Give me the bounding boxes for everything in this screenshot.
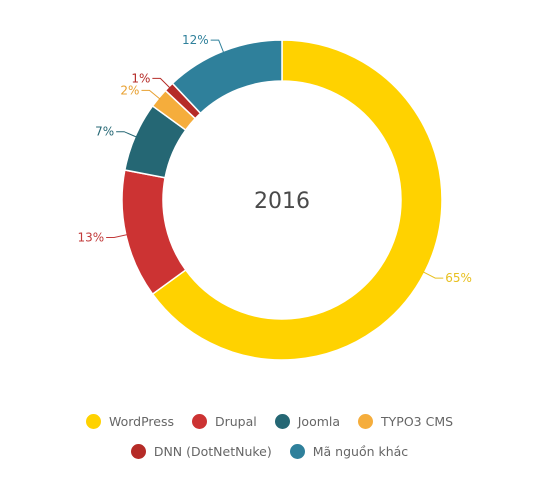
slice-wordpress[interactable] bbox=[151, 39, 443, 361]
slice-drupal[interactable] bbox=[121, 169, 187, 296]
legend-swatch-dnn-dotnetnuke bbox=[130, 444, 146, 459]
center-year-label: 2016 bbox=[254, 189, 310, 214]
donut-chart: 65% 13% 7% 2%1% 12% 2016 bbox=[77, 33, 472, 361]
leader-line-typo3-cms bbox=[141, 89, 161, 100]
legend-label-drupal: Drupal bbox=[214, 414, 257, 429]
legend-item-dnn-dotnetnuke[interactable]: DNN (DotNetNuke) bbox=[130, 444, 272, 459]
legend-item-wordpress[interactable]: WordPress bbox=[85, 414, 174, 429]
legend-label-typo3-cms: TYPO3 CMS bbox=[381, 414, 454, 429]
leader-line-drupal bbox=[106, 233, 128, 239]
legend-label-dnn-dotnetnuke: DNN (DotNetNuke) bbox=[153, 444, 272, 459]
legend-item-typo3-cms[interactable]: TYPO3 CMS bbox=[358, 414, 453, 429]
percent-label-joomla: 7% bbox=[95, 125, 114, 139]
percent-label-dnn-dotnetnuke: 1% bbox=[131, 71, 150, 85]
leader-line-m-ngu-n-kh-c bbox=[210, 39, 225, 54]
leader-line-dnn-dotnetnuke bbox=[152, 77, 171, 89]
slice-m-ngu-n-kh-c[interactable] bbox=[171, 39, 283, 115]
legend-item-drupal[interactable]: Drupal bbox=[191, 414, 257, 429]
percent-label-drupal: 13% bbox=[77, 231, 104, 245]
legend-label-m-ngu-n-kh-c: Mã nguồn khác bbox=[312, 444, 409, 459]
legend-swatch-wordpress bbox=[85, 414, 101, 429]
chart-slices bbox=[121, 39, 443, 361]
legend-label-joomla: Joomla bbox=[297, 414, 341, 429]
percent-label-wordpress: 65% bbox=[445, 271, 472, 285]
legend-swatch-typo3-cms bbox=[358, 414, 374, 429]
legend-row-2: DNN (DotNetNuke) Mã nguồn khác bbox=[0, 444, 539, 459]
legend-item-m-ngu-n-kh-c[interactable]: Mã nguồn khác bbox=[289, 444, 409, 459]
legend-swatch-joomla bbox=[274, 414, 290, 429]
leader-lines bbox=[106, 39, 444, 279]
percent-label-typo3-cms: 2% bbox=[120, 83, 139, 97]
percent-label-m-ngu-n-kh-c: 12% bbox=[182, 33, 209, 47]
legend-swatch-m-ngu-n-kh-c bbox=[289, 444, 305, 459]
leader-line-wordpress bbox=[422, 271, 444, 279]
percent-labels: 65% 13% 7% 2%1% 12% bbox=[77, 33, 471, 285]
legend-label-wordpress: WordPress bbox=[108, 414, 174, 429]
legend-swatch-drupal bbox=[191, 414, 207, 429]
legend-row-1: WordPress Drupal Joomla TYPO3 CMS bbox=[0, 414, 539, 429]
legend-item-joomla[interactable]: Joomla bbox=[274, 414, 341, 429]
leader-line-joomla bbox=[116, 131, 138, 138]
